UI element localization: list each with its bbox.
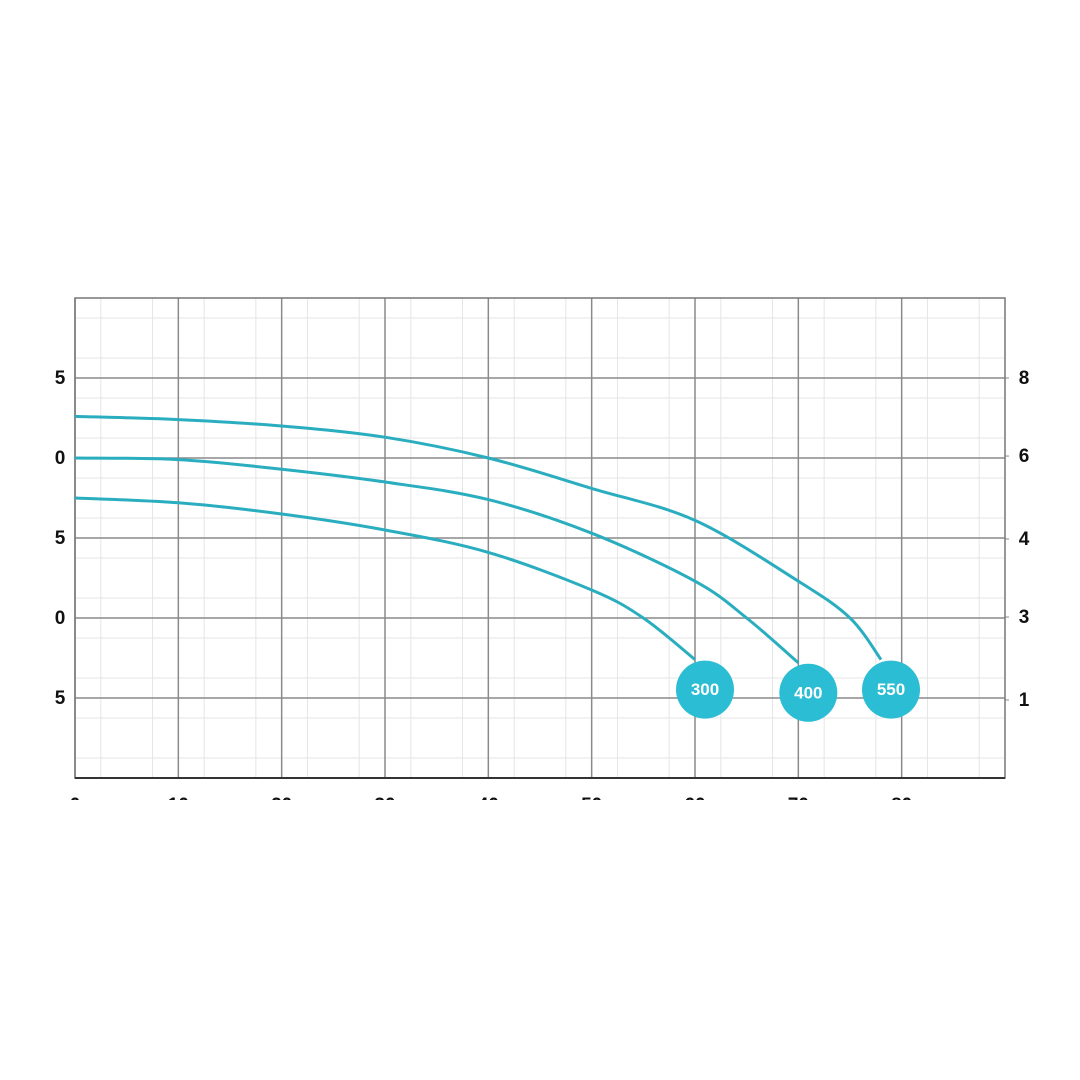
series-line	[74, 414, 883, 661]
x-tick-label: 40	[478, 795, 499, 816]
x-tick-label: 30	[374, 795, 395, 816]
y2-tick-label: 3	[1019, 607, 1030, 628]
y-tick-label: 5	[55, 368, 66, 389]
legend-label: 300	[691, 680, 719, 699]
series-line	[74, 456, 800, 664]
x-tick-label: 80	[891, 795, 912, 816]
y-tick-label: 5	[55, 528, 66, 549]
series-bubble	[676, 660, 734, 719]
x-tick-label: 0	[70, 795, 81, 816]
x-tick-label: 60	[684, 795, 705, 816]
series-bubble	[862, 660, 920, 719]
plot: 010203040506070805050513468300400550	[55, 297, 1030, 816]
y2-tick-label: 6	[1019, 446, 1030, 467]
y2-tick-label: 4	[1019, 529, 1030, 550]
series-bubble	[779, 663, 838, 722]
y2-tick-label: 1	[1019, 690, 1030, 711]
legend-label: 400	[794, 683, 822, 702]
y-tick-label: 0	[55, 448, 66, 469]
x-tick-label: 20	[271, 795, 292, 816]
y-tick-label: 5	[55, 688, 66, 709]
x-tick-label: 70	[788, 795, 809, 816]
x-tick-label: 50	[581, 795, 602, 816]
y-tick-label: 0	[55, 608, 66, 629]
x-tick-label: 10	[168, 795, 189, 816]
legend-label: 550	[877, 680, 905, 699]
series-line	[74, 496, 696, 661]
y2-tick-label: 8	[1019, 368, 1030, 389]
